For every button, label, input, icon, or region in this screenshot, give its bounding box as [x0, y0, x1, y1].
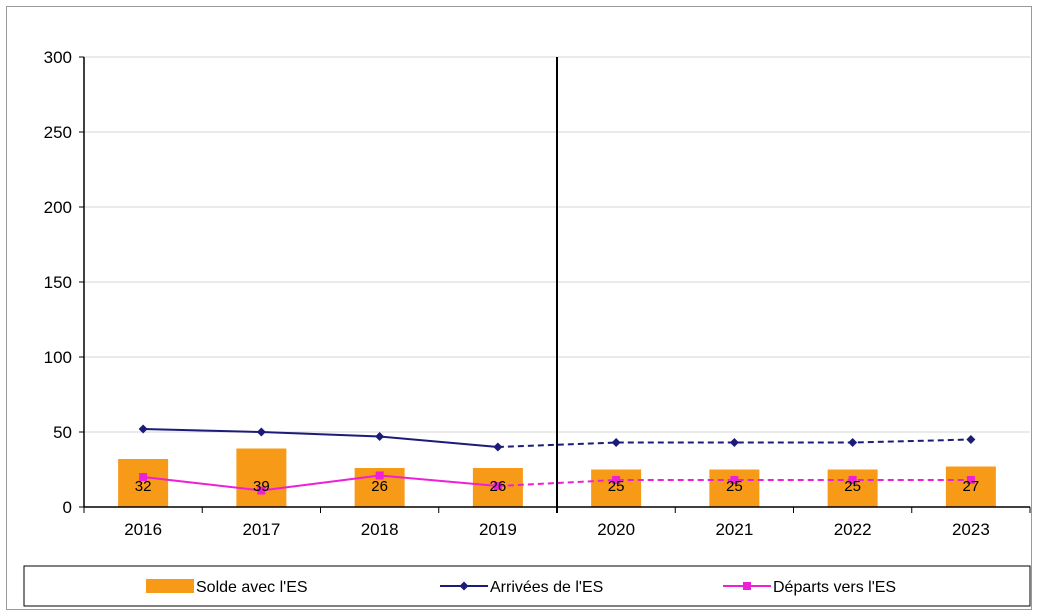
y-tick-label-300: 300: [44, 48, 72, 67]
bar-2022: [827, 469, 878, 507]
legend-marker-2: [459, 581, 469, 591]
bar-label-2022: 25: [844, 478, 861, 495]
y-tick-label-0: 0: [63, 498, 72, 517]
legend-swatch-1: [146, 579, 194, 593]
series-2-point-2018: [375, 471, 384, 480]
y-tick-label-150: 150: [44, 273, 72, 292]
series-2-line-actual: [143, 474, 498, 492]
y-tick-label-200: 200: [44, 198, 72, 217]
series-2-point-2017: [257, 486, 266, 495]
series-1-line-forecast: [497, 438, 971, 448]
series-2-point-2020: [612, 476, 621, 484]
series-1-point-2022: [848, 438, 858, 447]
series-2-point-2022: [848, 476, 857, 484]
series-2-point-2019: [493, 482, 502, 490]
bar-label-2018: 26: [371, 478, 388, 495]
lines: [138, 424, 976, 495]
x-tick-label-2018: 2018: [361, 520, 399, 539]
legend-label-2: Arrivées de l'ES: [490, 579, 603, 596]
bar-2017: [236, 448, 287, 507]
bar-2016: [118, 459, 169, 507]
series-2-line-forecast: [497, 479, 971, 487]
y-tick-label-100: 100: [44, 348, 72, 367]
bar-2023: [945, 466, 996, 507]
legend-item-1: Solde avec l'ES: [146, 579, 308, 596]
y-tick-label-50: 50: [53, 423, 72, 442]
series-2-point-2023: [966, 476, 975, 484]
series-1-point-2020: [611, 438, 621, 447]
series-1-point-2021: [729, 438, 739, 447]
chart-frame: [6, 6, 1032, 610]
legend: Solde avec l'ES Arrivées de l'ES Départs v…: [23, 565, 1031, 607]
bar-label-2017: 39: [253, 478, 270, 495]
x-tick-label-2016: 2016: [124, 520, 162, 539]
bar-2020: [591, 469, 642, 507]
x-tick-label-2019: 2019: [479, 520, 517, 539]
x-tick-label-2022: 2022: [834, 520, 872, 539]
legend-item-3: Départs vers l'ES: [723, 579, 896, 596]
legend-label-1: Solde avec l'ES: [196, 579, 308, 596]
series-1-line-actual: [143, 428, 498, 448]
x-tick-label-2023: 2023: [952, 520, 990, 539]
series-2-point-2021: [730, 476, 739, 484]
series-1-point-2016: [138, 424, 148, 434]
bar-2021: [709, 469, 760, 507]
bar-label-2021: 25: [726, 478, 743, 495]
tick-labels: 0 50 100 150 200 250 300 2016 2017 2018 2019 2020 20…: [44, 48, 990, 539]
legend-item-2: Arrivées de l'ES: [440, 579, 603, 596]
x-tick-label-2017: 2017: [242, 520, 280, 539]
series-1-point-2019: [493, 442, 503, 452]
series-1-point-2023: [966, 435, 976, 444]
axes: [79, 56, 1031, 513]
bar-label-2020: 25: [608, 478, 625, 495]
x-tick-label-2020: 2020: [597, 520, 635, 539]
data-labels: 32 39 26 26 25 25 25 27: [135, 478, 979, 495]
legend-marker-3: [743, 582, 751, 590]
x-tick-label-2021: 2021: [715, 520, 753, 539]
series-2-point-2016: [139, 473, 148, 481]
bars: [118, 448, 996, 507]
legend-label-3: Départs vers l'ES: [773, 579, 896, 596]
series-1-point-2018: [375, 432, 385, 441]
series-1-point-2017: [256, 427, 266, 437]
bar-label-2023: 27: [963, 478, 980, 495]
gridlines: [84, 56, 1030, 433]
y-tick-label-250: 250: [44, 123, 72, 142]
bar-label-2016: 32: [135, 478, 152, 495]
bar-label-2019: 26: [490, 478, 507, 495]
